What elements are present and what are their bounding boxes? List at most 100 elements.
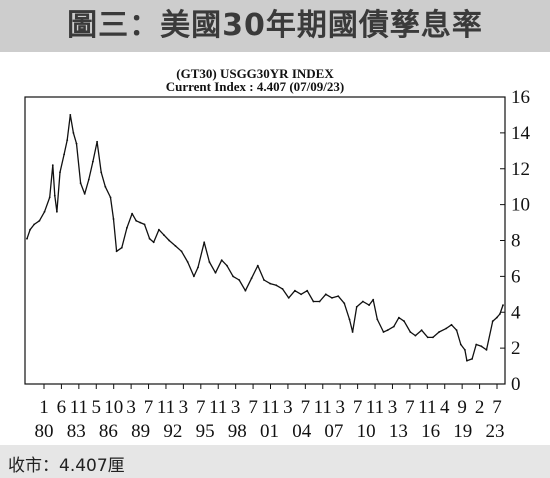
x-tick-month-label: 7 [301, 397, 311, 418]
data-point [432, 336, 434, 339]
data-point [263, 279, 265, 281]
y-tick-label: 0 [511, 374, 521, 395]
data-point [455, 329, 458, 332]
data-point [83, 193, 86, 195]
data-point [275, 284, 278, 287]
chart-index-header: (GT30) USGG30YR INDEX [176, 66, 334, 81]
data-point [281, 288, 284, 290]
x-tick-month-label: 7 [248, 397, 258, 418]
plot-frame [24, 96, 506, 385]
data-point [143, 223, 146, 226]
y-tick-label: 4 [511, 302, 521, 323]
data-point [368, 304, 370, 306]
x-tick-month-label: 3 [126, 397, 136, 418]
x-tick-month-label: 3 [283, 397, 293, 418]
data-point [186, 261, 189, 263]
data-point [269, 282, 272, 285]
data-point [318, 300, 321, 303]
x-tick-month-label: 11 [261, 397, 279, 418]
y-tick-label: 8 [511, 231, 521, 252]
x-tick-year-label: 83 [67, 421, 86, 442]
x-tick-year-label: 04 [292, 421, 312, 442]
data-point [208, 261, 211, 263]
data-point [51, 164, 54, 167]
data-point [376, 318, 379, 321]
data-point [312, 300, 315, 303]
x-tick-month-label: 7 [196, 397, 206, 418]
x-tick-month-label: 11 [157, 397, 175, 418]
x-axis: 1 6 11 5 10 3 7 11 3 7 11 3 7 11 3 7 11 3 7 11 3 7 11 4 9 2 780 83 8… [35, 384, 505, 442]
data-point [466, 359, 468, 362]
data-point [135, 219, 138, 222]
data-point [445, 327, 448, 330]
data-point [115, 250, 118, 253]
close-value-text: 收市：4.407厘 [8, 456, 125, 476]
series-points [26, 114, 504, 362]
data-point [193, 275, 195, 278]
data-point [100, 171, 103, 174]
data-point [48, 196, 51, 199]
x-tick-year-label: 10 [357, 421, 376, 442]
x-tick-month-label: 3 [388, 397, 398, 418]
data-point [306, 289, 309, 292]
data-point [459, 343, 462, 346]
data-point [226, 264, 228, 267]
data-point [152, 241, 155, 244]
data-point [485, 349, 488, 351]
x-tick-year-label: 92 [163, 421, 182, 442]
data-point [294, 289, 296, 292]
data-point [180, 250, 183, 253]
x-tick-year-label: 23 [486, 421, 505, 442]
data-point [43, 210, 46, 213]
y-axis: 0 2 4 6 8 10 12 14 16 [500, 87, 531, 395]
data-point [139, 221, 142, 224]
x-tick-year-label: 19 [453, 421, 472, 442]
data-point [69, 114, 72, 116]
data-point [92, 160, 94, 163]
title-bar [0, 0, 550, 52]
data-point [343, 302, 346, 305]
y-tick-label: 16 [511, 87, 530, 108]
x-tick-month-label: 7 [405, 397, 415, 418]
data-point [131, 212, 134, 215]
x-tick-month-label: 11 [418, 397, 436, 418]
data-point [104, 185, 107, 188]
data-point [63, 153, 65, 156]
x-tick-year-label: 95 [196, 421, 215, 442]
data-point [96, 140, 98, 143]
x-tick-year-label: 80 [35, 421, 54, 442]
data-point [450, 323, 453, 326]
x-tick-month-label: 3 [335, 397, 345, 418]
x-tick-month-label: 3 [179, 397, 189, 418]
data-point [174, 245, 177, 247]
data-point [426, 336, 429, 339]
x-tick-month-label: 9 [457, 397, 467, 418]
data-point [362, 300, 364, 303]
data-point [29, 228, 31, 231]
data-point [75, 142, 78, 145]
data-point [59, 171, 61, 174]
data-point [287, 297, 290, 299]
x-tick-month-label: 7 [144, 397, 154, 418]
data-point [238, 279, 241, 281]
data-point [420, 329, 423, 332]
data-point [324, 293, 327, 296]
y-tick-label: 2 [511, 338, 521, 359]
x-tick-month-label: 7 [353, 397, 363, 418]
chart-current-index: Current Index : 4.407 (07/09/23) [165, 79, 345, 94]
x-tick-month-label: 3 [231, 397, 241, 418]
data-point [382, 331, 385, 333]
x-tick-year-label: 89 [131, 421, 150, 442]
x-tick-year-label: 86 [99, 421, 118, 442]
data-point [250, 277, 253, 280]
data-point [414, 334, 417, 337]
x-tick-month-label: 11 [366, 397, 384, 418]
data-point [38, 219, 41, 222]
data-point [163, 234, 165, 237]
data-point [398, 316, 400, 319]
data-point [502, 304, 504, 306]
x-tick-year-label: 13 [389, 421, 408, 442]
data-point [499, 313, 501, 315]
x-tick-month-label: 2 [475, 397, 485, 418]
data-point [438, 331, 440, 333]
